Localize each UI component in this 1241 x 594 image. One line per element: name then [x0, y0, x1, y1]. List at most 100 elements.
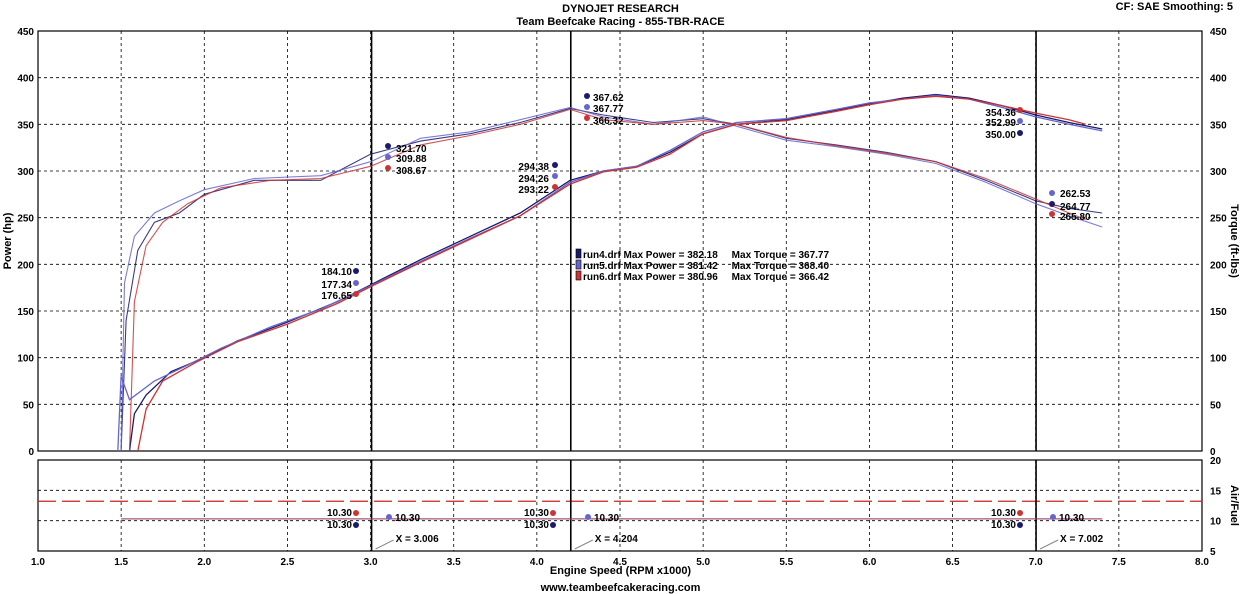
af-value-label: 10.30 [524, 520, 549, 531]
cursor-value-label: 176.65 [321, 291, 352, 302]
af-marker [1017, 522, 1023, 528]
cursor-leader [1039, 539, 1059, 550]
af-value-label: 10.30 [327, 508, 352, 519]
af-marker [1050, 514, 1056, 520]
y-right-tick-label: 100 [1210, 354, 1227, 365]
torque-curve-run5 [120, 106, 1103, 452]
cursor-value-label: 293.22 [518, 185, 549, 196]
correction-factor-info: CF: SAE Smoothing: 5 [1115, 1, 1233, 13]
y-right-tick-label: 0 [1210, 447, 1216, 458]
y-left-tick-label: 0 [28, 447, 34, 458]
x-tick-label: 3.5 [447, 557, 461, 568]
value-marker [552, 173, 558, 179]
chart-title: DYNOJET RESEARCH [562, 3, 679, 15]
y-left-tick-label: 300 [17, 167, 34, 178]
y-right-tick-label: 50 [1210, 400, 1222, 411]
cursor-value-label: 184.10 [321, 267, 352, 278]
af-value-label: 10.30 [524, 508, 549, 519]
y-left-tick-label: 450 [17, 27, 34, 38]
af-value-label: 10.30 [991, 520, 1016, 531]
x-tick-label: 7.0 [1029, 557, 1043, 568]
y-left-tick-label: 100 [17, 354, 34, 365]
value-marker [552, 162, 558, 168]
cursor-readout: X = 7.002 [1060, 534, 1104, 545]
af-marker [386, 514, 392, 520]
value-marker [353, 291, 359, 297]
af-tick-label: 15 [1210, 486, 1222, 497]
legend-swatch-run5 [575, 259, 582, 270]
value-marker [385, 165, 391, 171]
af-panel [37, 459, 1203, 552]
af-marker [585, 514, 591, 520]
y-left-tick-label: 250 [17, 214, 34, 225]
value-marker [1017, 107, 1023, 113]
cursor-value-label: 366.32 [593, 116, 624, 127]
value-marker [1017, 130, 1023, 136]
chart-subtitle: Team Beefcake Racing - 855-TBR-RACE [516, 16, 725, 28]
cursor-readout: X = 4.204 [595, 534, 639, 545]
value-marker [1049, 211, 1055, 217]
y-left-tick-label: 50 [23, 400, 35, 411]
af-marker [550, 522, 556, 528]
y-left-tick-label: 350 [17, 120, 34, 131]
af-marker [1017, 510, 1023, 516]
y-right-tick-label: 400 [1210, 74, 1227, 85]
af-marker [550, 510, 556, 516]
af-value-label: 10.30 [327, 520, 352, 531]
value-marker [385, 154, 391, 160]
af-marker [353, 510, 359, 516]
legend-entry: run4.drf Max Power = 382.18 Max Torque =… [583, 250, 829, 261]
x-tick-label: 5.0 [696, 557, 710, 568]
af-value-label: 10.30 [1059, 513, 1084, 524]
x-tick-label: 1.0 [31, 557, 45, 568]
value-marker [552, 184, 558, 190]
cursor-value-label: 321.70 [396, 144, 427, 155]
af-value-label: 10.30 [395, 513, 420, 524]
x-tick-label: 2.0 [197, 557, 211, 568]
cursor-readout: X = 3.006 [396, 534, 440, 545]
y-right-tick-label: 200 [1210, 260, 1227, 271]
y-right-axis-title: Torque (ft-lbs) [1228, 204, 1240, 278]
cursor-value-label: 350.00 [985, 130, 1016, 141]
x-tick-label: 7.5 [1112, 557, 1126, 568]
cursor-value-label: 265.80 [1060, 212, 1091, 223]
af-value-label: 10.30 [991, 508, 1016, 519]
x-axis-title: Engine Speed (RPM x1000) [549, 565, 692, 577]
legend-entry: run5.drf Max Power = 381.42 Max Torque =… [583, 261, 829, 272]
value-marker [353, 280, 359, 286]
x-tick-label: 5.5 [779, 557, 793, 568]
x-tick-label: 4.5 [613, 557, 627, 568]
value-marker [353, 268, 359, 274]
cursor-value-label: 354.36 [985, 108, 1016, 119]
x-tick-label: 6.0 [862, 557, 876, 568]
y-right-tick-label: 450 [1210, 27, 1227, 38]
power-curve-run6 [137, 95, 1086, 452]
x-tick-label: 2.5 [280, 557, 294, 568]
cursor-leader [375, 539, 394, 550]
legend-swatch-run6 [575, 270, 582, 281]
y-right-tick-label: 300 [1210, 167, 1227, 178]
af-axis-title: Air/Fuel [1228, 485, 1240, 526]
x-tick-label: 6.5 [946, 557, 960, 568]
footer-url[interactable]: www.teambeefcakeracing.com [540, 582, 701, 594]
y-right-tick-label: 150 [1210, 307, 1227, 318]
cursor-value-label: 294.26 [518, 174, 549, 185]
cursor-value-label: 308.67 [396, 166, 427, 177]
cursor-leader [574, 539, 594, 550]
af-tick-label: 20 [1210, 456, 1222, 467]
y-left-tick-label: 200 [17, 260, 34, 271]
value-marker [385, 143, 391, 149]
cursor-value-label: 309.88 [396, 154, 427, 165]
x-tick-label: 1.5 [114, 557, 128, 568]
torque-curve-run6 [128, 108, 1086, 452]
value-marker [584, 104, 590, 110]
x-tick-label: 3.0 [364, 557, 378, 568]
x-tick-label: 4.0 [530, 557, 544, 568]
legend-swatch-run4 [575, 248, 582, 259]
af-tick-label: 5 [1210, 547, 1216, 558]
value-marker [1017, 118, 1023, 124]
cursor-value-label: 352.99 [985, 118, 1016, 129]
cursor-value-label: 294.38 [518, 162, 549, 173]
cursor-value-label: 367.77 [593, 104, 624, 115]
